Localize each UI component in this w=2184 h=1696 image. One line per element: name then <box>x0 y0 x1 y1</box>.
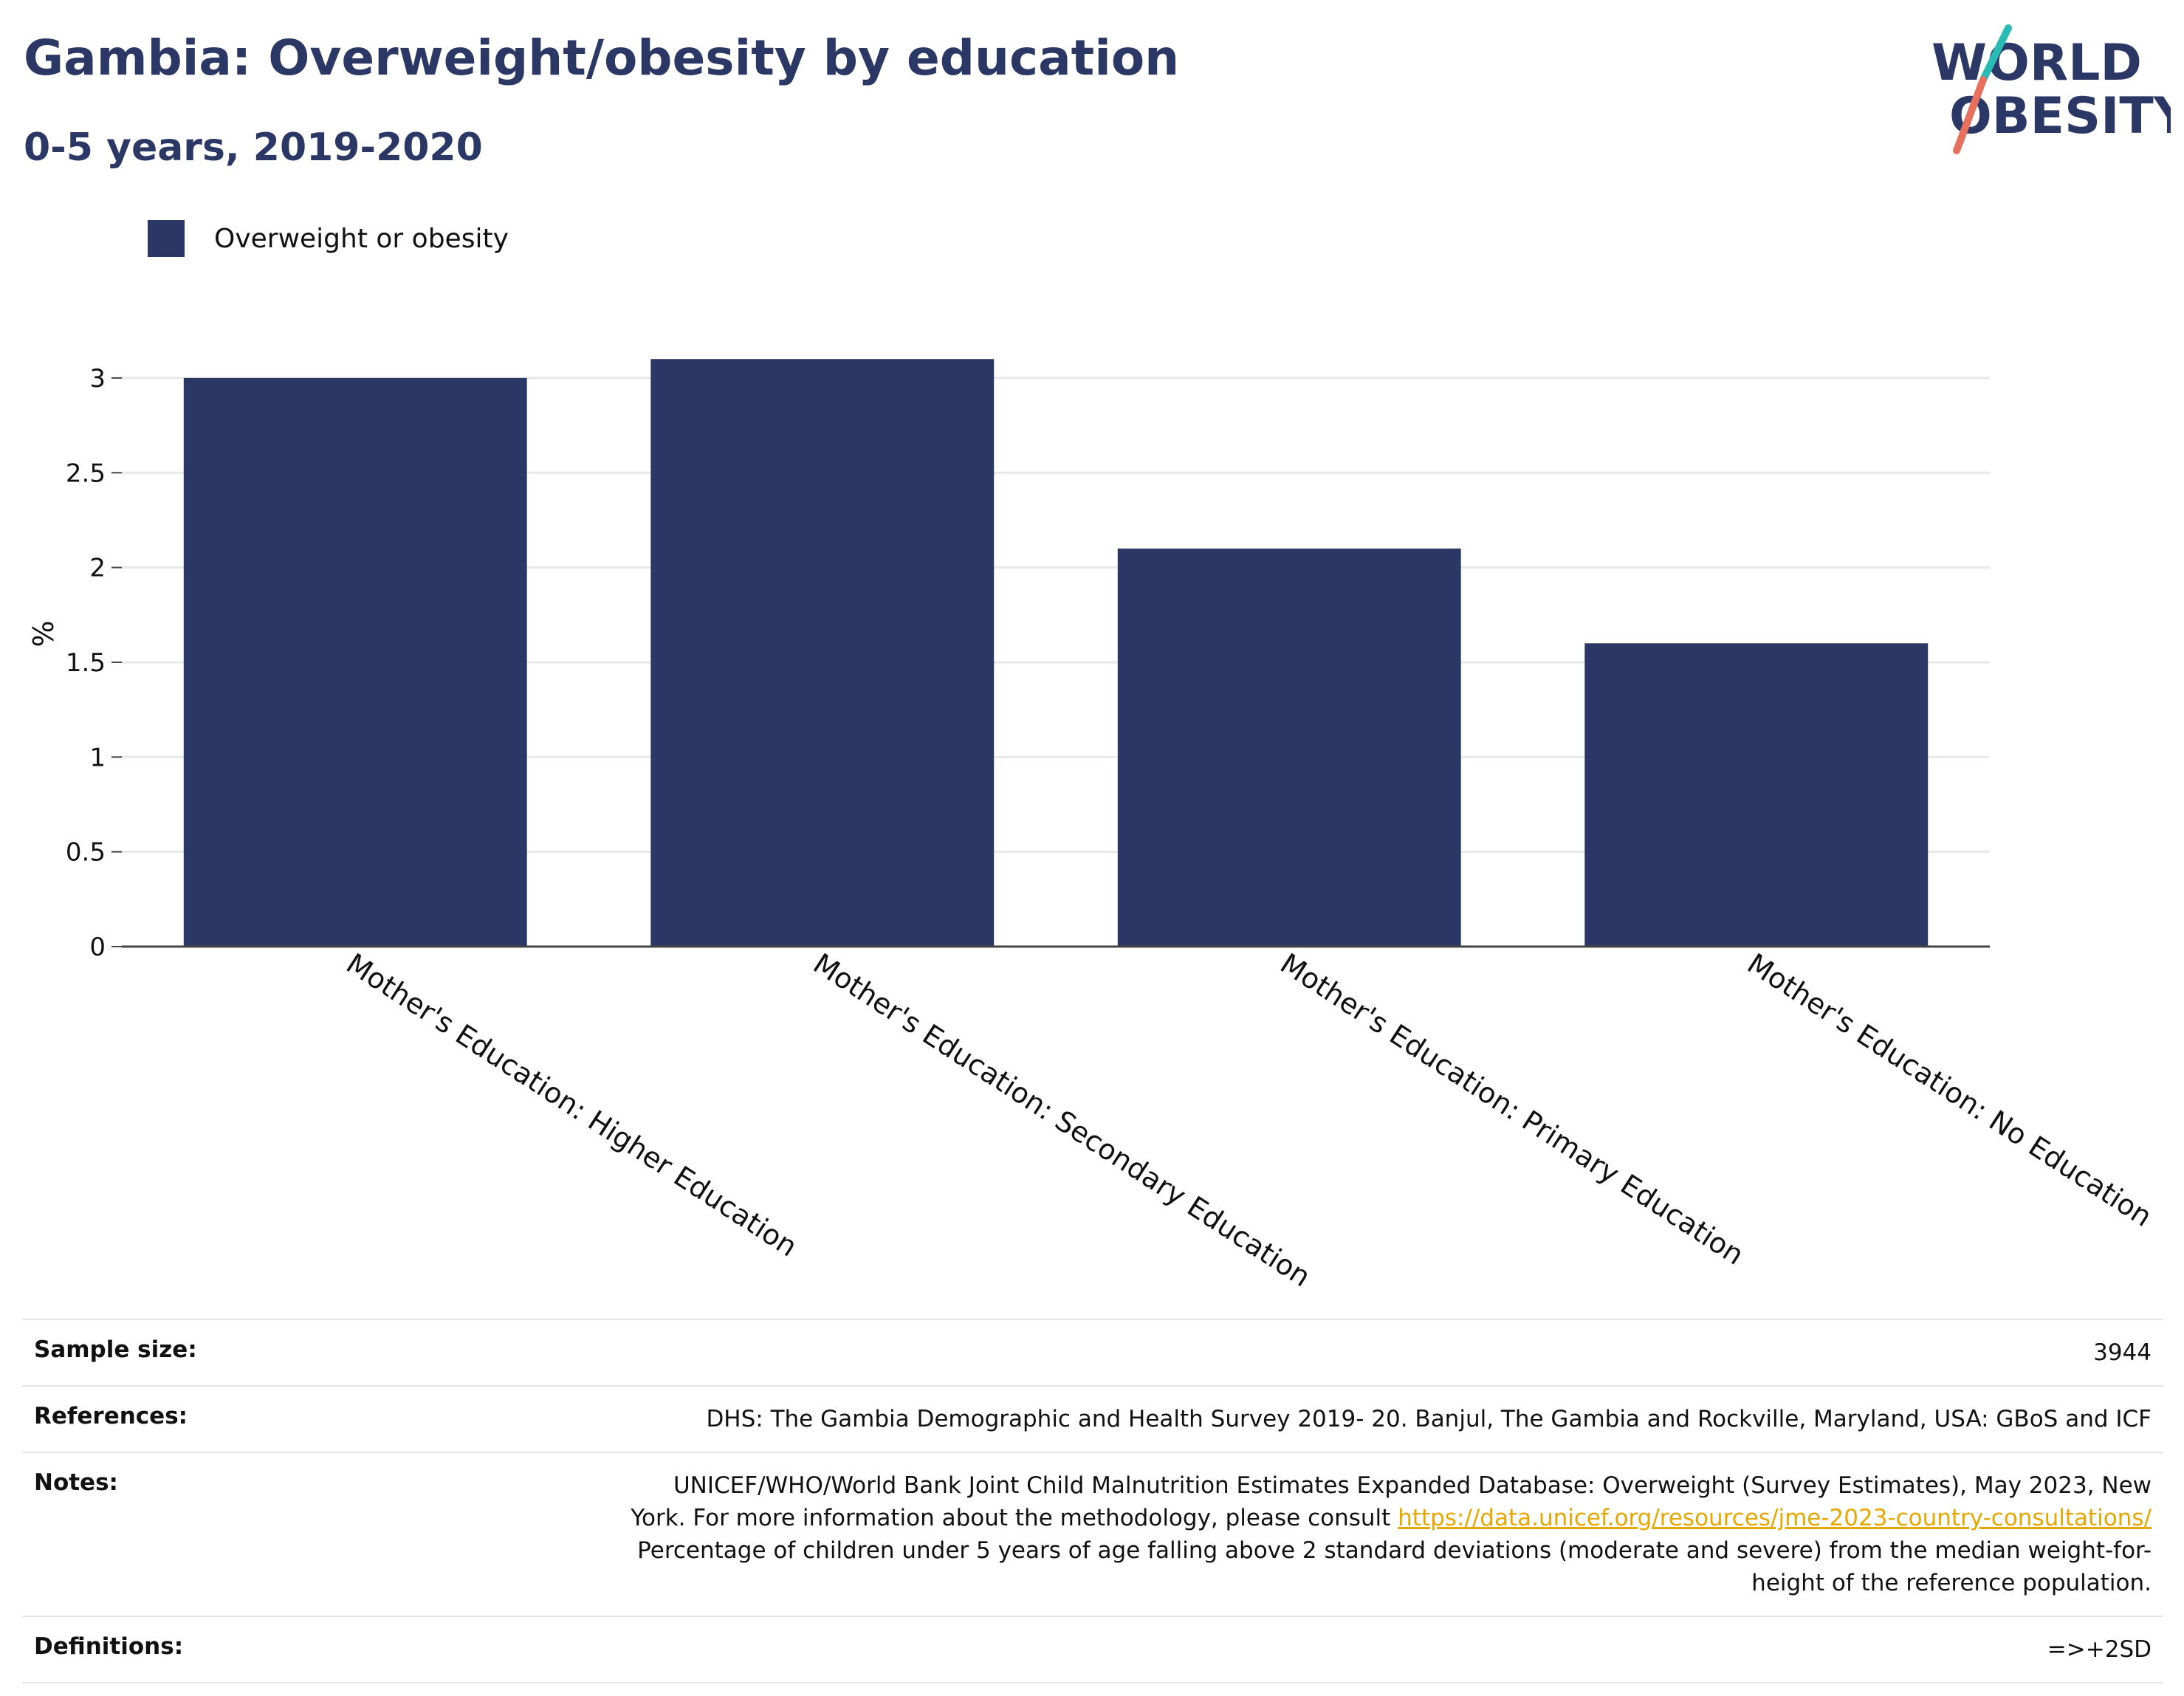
y-tick-label: 3 <box>89 364 106 394</box>
logo-slash-coral <box>1953 76 1987 154</box>
info-table: Sample size: 3944 References: DHS: The G… <box>22 1319 2163 1683</box>
info-row-notes: Notes: UNICEF/WHO/World Bank Joint Child… <box>22 1453 2163 1617</box>
chart-title: Gambia: Overweight/obesity by education <box>24 30 1180 86</box>
y-axis-label: % <box>27 620 60 647</box>
y-tick-label: 1.5 <box>66 648 106 678</box>
notes-value: UNICEF/WHO/World Bank Joint Child Malnut… <box>631 1469 2152 1599</box>
methodology-link[interactable]: https://data.unicef.org/resources/jme-20… <box>1398 1505 2152 1531</box>
sample-size-value: 3944 <box>2093 1339 2152 1366</box>
legend-swatch <box>148 220 185 257</box>
logo-text-obesity: OBESITY <box>1949 87 2171 145</box>
notes-line-3: Percentage of children under 5 years of … <box>637 1537 2152 1564</box>
y-tick-label: 1 <box>89 743 106 772</box>
references-label: References: <box>34 1403 188 1429</box>
info-row-sample-size: Sample size: 3944 <box>22 1320 2163 1387</box>
x-category-label: Mother's Education: No Education <box>1742 947 2158 1233</box>
logo-slash-teal <box>1979 24 2012 83</box>
definitions-value: =>+2SD <box>2047 1636 2152 1663</box>
references-value: DHS: The Gambia Demographic and Health S… <box>706 1406 2152 1432</box>
bar-2 <box>650 359 995 947</box>
chart-legend: Overweight or obesity <box>148 220 509 257</box>
x-category-label: Mother's Education: Higher Education <box>340 947 803 1263</box>
notes-label: Notes: <box>34 1469 118 1496</box>
notes-line-4: height of the reference population. <box>1751 1570 2152 1596</box>
logo-text-world: WORLD <box>1931 34 2142 92</box>
legend-label: Overweight or obesity <box>214 223 509 254</box>
notes-line-1: UNICEF/WHO/World Bank Joint Child Malnut… <box>673 1472 2152 1499</box>
bar-3 <box>1117 548 1461 947</box>
y-tick-label: 2 <box>89 554 106 583</box>
sample-size-label: Sample size: <box>34 1336 197 1363</box>
chart-subtitle: 0-5 years, 2019-2020 <box>24 126 483 170</box>
notes-line-2-text: York. For more information about the met… <box>631 1505 1398 1531</box>
info-row-definitions: Definitions: =>+2SD <box>22 1617 2163 1683</box>
definitions-label: Definitions: <box>34 1633 184 1660</box>
y-tick-label: 0.5 <box>66 838 106 868</box>
notes-line-2: York. For more information about the met… <box>631 1502 2152 1534</box>
bar-4 <box>1584 643 1929 947</box>
y-tick-label: 2.5 <box>66 459 106 488</box>
bar-chart: 0 0.5 1 1.5 2 2.5 3% Mother's Education: Higher… <box>27 359 2158 1294</box>
world-obesity-logo: WORLD OBESITY <box>1931 24 2171 154</box>
x-category-label: Mother's Education: Secondary Education <box>808 947 1316 1294</box>
bar-1 <box>183 377 527 947</box>
info-row-references: References: DHS: The Gambia Demographic … <box>22 1387 2163 1453</box>
x-category-label: Mother's Education: Primary Education <box>1274 947 1749 1271</box>
y-tick-label: 0 <box>89 933 106 962</box>
